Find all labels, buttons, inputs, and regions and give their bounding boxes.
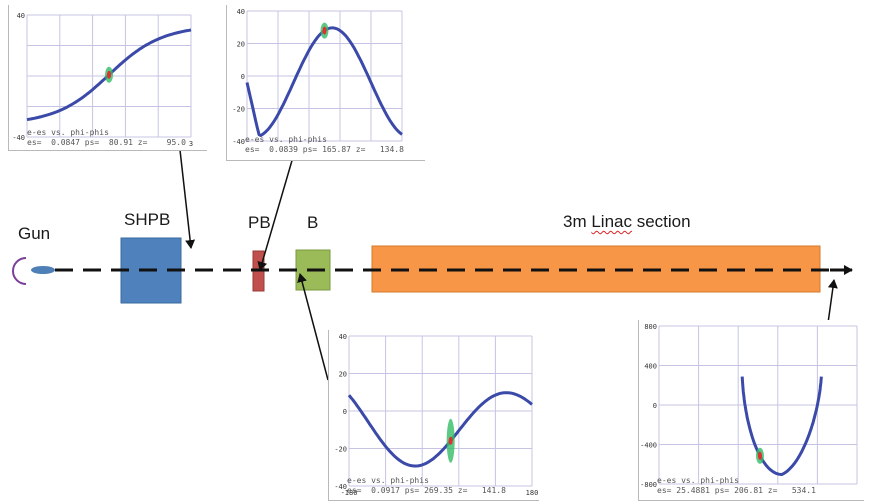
x-tick-label: 3 (189, 140, 193, 148)
plot-b-caption-title: e-es vs. phi-phis (347, 476, 429, 485)
y-tick-label: 20 (237, 41, 245, 49)
arrow-to-pb (257, 139, 299, 271)
plot-pb: 40 20 0 -20 -40 e-es vs. phi-phis es= 0.0839… (226, 5, 425, 161)
plot-linac: 800 400 0 -400 -800 e-es vs. phi-phis es= 25… (638, 320, 864, 501)
gun-cathode-arc (12, 257, 27, 285)
plot-linac-caption-title: e-es vs. phi-phis (657, 476, 739, 485)
y-tick-label: 20 (339, 371, 347, 379)
y-tick-label: 0 (653, 402, 657, 410)
y-tick-label: 0 (241, 73, 245, 81)
plot-linac-caption-values: es= 25.4881 ps= 206.81 z= 534.1 (657, 486, 816, 495)
plot-pb-caption-values: es= 0.0839 ps= 165.87 z= 134.8 (245, 145, 404, 154)
linac-label-word: Linac (591, 212, 632, 231)
linac-label-suffix: section (631, 212, 691, 231)
gun-electrode (31, 266, 55, 274)
beam-core-red (107, 70, 111, 79)
plot-pb-caption-title: e-es vs. phi-phis (245, 135, 327, 144)
plot-pb-canvas: 40 20 0 -20 -40 (232, 8, 403, 146)
gun-label: Gun (18, 224, 51, 243)
plot-b: 40 20 0 -20 -40 -180 180 e-es vs. phi-phis es=… (328, 330, 539, 501)
y-tick-label: -20 (232, 106, 245, 114)
y-tick-label: 400 (644, 363, 657, 371)
plot-shpb-caption-title: e-es vs. phi-phis (27, 128, 109, 137)
y-tick-label: 40 (339, 333, 347, 341)
beam-core-red (757, 451, 762, 460)
plot-b-canvas: 40 20 0 -20 -40-180 180 (334, 333, 539, 497)
plot-linac-canvas: 800 400 0 -400 -800 (640, 323, 858, 489)
phase-trace (245, 26, 403, 137)
beam-core-red (322, 26, 327, 35)
plot-shpb-canvas: 40 -40 3 (12, 12, 193, 148)
x-tick-label: -180 (341, 489, 358, 497)
b-label: B (307, 213, 319, 232)
arrow-to-b (297, 273, 329, 381)
arrow-to-shpb (179, 149, 196, 249)
plot-shpb-caption-values: es= 0.0847 ps= 80.91 z= 95.0 (27, 138, 186, 147)
plot-b-caption-values: es= 0.0917 ps= 269.35 z= 141.8 (347, 486, 506, 495)
y-tick-label: -800 (640, 481, 657, 489)
x-tick-label: 180 (526, 489, 539, 497)
y-tick-label: 0 (343, 408, 347, 416)
y-tick-label: -40 (232, 138, 245, 146)
y-tick-label: -400 (640, 442, 657, 450)
y-tick-label: -20 (334, 446, 347, 454)
y-tick-label: -40 (334, 483, 347, 491)
phase-trace (347, 391, 533, 468)
y-tick-label: 800 (644, 323, 657, 331)
y-tick-label: 40 (237, 8, 245, 16)
beam-core-red (448, 436, 453, 445)
linac-label: 3m Linac section (563, 212, 691, 232)
pb-label: PB (248, 213, 271, 232)
shpb-label: SHPB (124, 210, 171, 229)
plot-shpb: 40 -40 3 e-es vs. phi-phis es= 0.0847 ps= … (8, 5, 207, 151)
phase-trace (740, 376, 823, 476)
y-tick-label: 40 (17, 12, 25, 20)
y-tick-label: -40 (12, 134, 25, 142)
linac-label-prefix: 3m (563, 212, 592, 231)
